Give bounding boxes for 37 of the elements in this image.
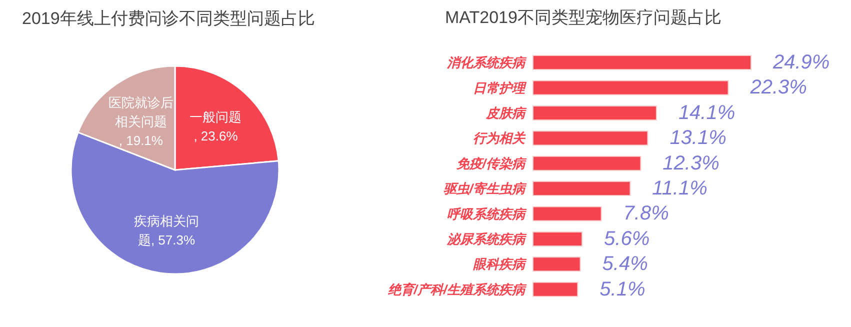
bar <box>532 181 631 196</box>
data-label: 7.8% <box>623 202 669 225</box>
bar <box>532 156 642 171</box>
y-tick-label: 消化系统疾病 <box>446 55 527 70</box>
data-label: , 19.1% <box>118 132 164 148</box>
data-label: 12.3% <box>662 152 720 174</box>
y-tick-label: 皮肤病 <box>485 106 527 120</box>
bar <box>532 231 583 246</box>
bar <box>532 256 581 272</box>
data-label: 5.6% <box>604 228 650 250</box>
bar <box>532 130 648 146</box>
y-tick-label: 泌尿系统疾病 <box>446 232 527 246</box>
y-tick-label: 免疫/传染病 <box>455 156 527 171</box>
y-tick-label: 呼吸系统疾病 <box>447 206 527 222</box>
bar <box>532 80 729 96</box>
bar <box>532 282 578 297</box>
data-label: 14.1% <box>678 102 736 124</box>
data-label: 13.1% <box>670 127 726 150</box>
y-tick-label: 行为相关 <box>473 130 526 146</box>
data-label: , 23.6% <box>194 128 238 144</box>
bar <box>532 105 657 120</box>
bar <box>532 206 602 222</box>
y-tick-label: 日常护理 <box>473 80 527 96</box>
data-label: 5.1% <box>600 278 646 300</box>
y-tick-label: 绝育/产科/生殖系统疾病 <box>386 282 527 297</box>
data-label: 22.3% <box>749 76 807 99</box>
y-tick-label: 驱虫/寄生虫病 <box>443 181 527 196</box>
slice-label: 疾病相关问题, 57.3% <box>134 213 199 248</box>
data-label: 5.4% <box>602 253 648 276</box>
y-tick-label: 眼科疾病 <box>473 256 527 272</box>
bar <box>532 55 752 70</box>
chart-title: MAT2019不同类型宠物医疗问题占比 <box>445 7 722 29</box>
data-label: 11.1% <box>652 178 708 200</box>
chart-title: 2019年线上付费问诊不同类型问题占比 <box>22 8 315 30</box>
slice-label: 医院就诊后相关问题 <box>108 94 174 129</box>
slice-label: 一般问题 <box>190 109 242 124</box>
data-label: 24.9% <box>772 52 830 74</box>
